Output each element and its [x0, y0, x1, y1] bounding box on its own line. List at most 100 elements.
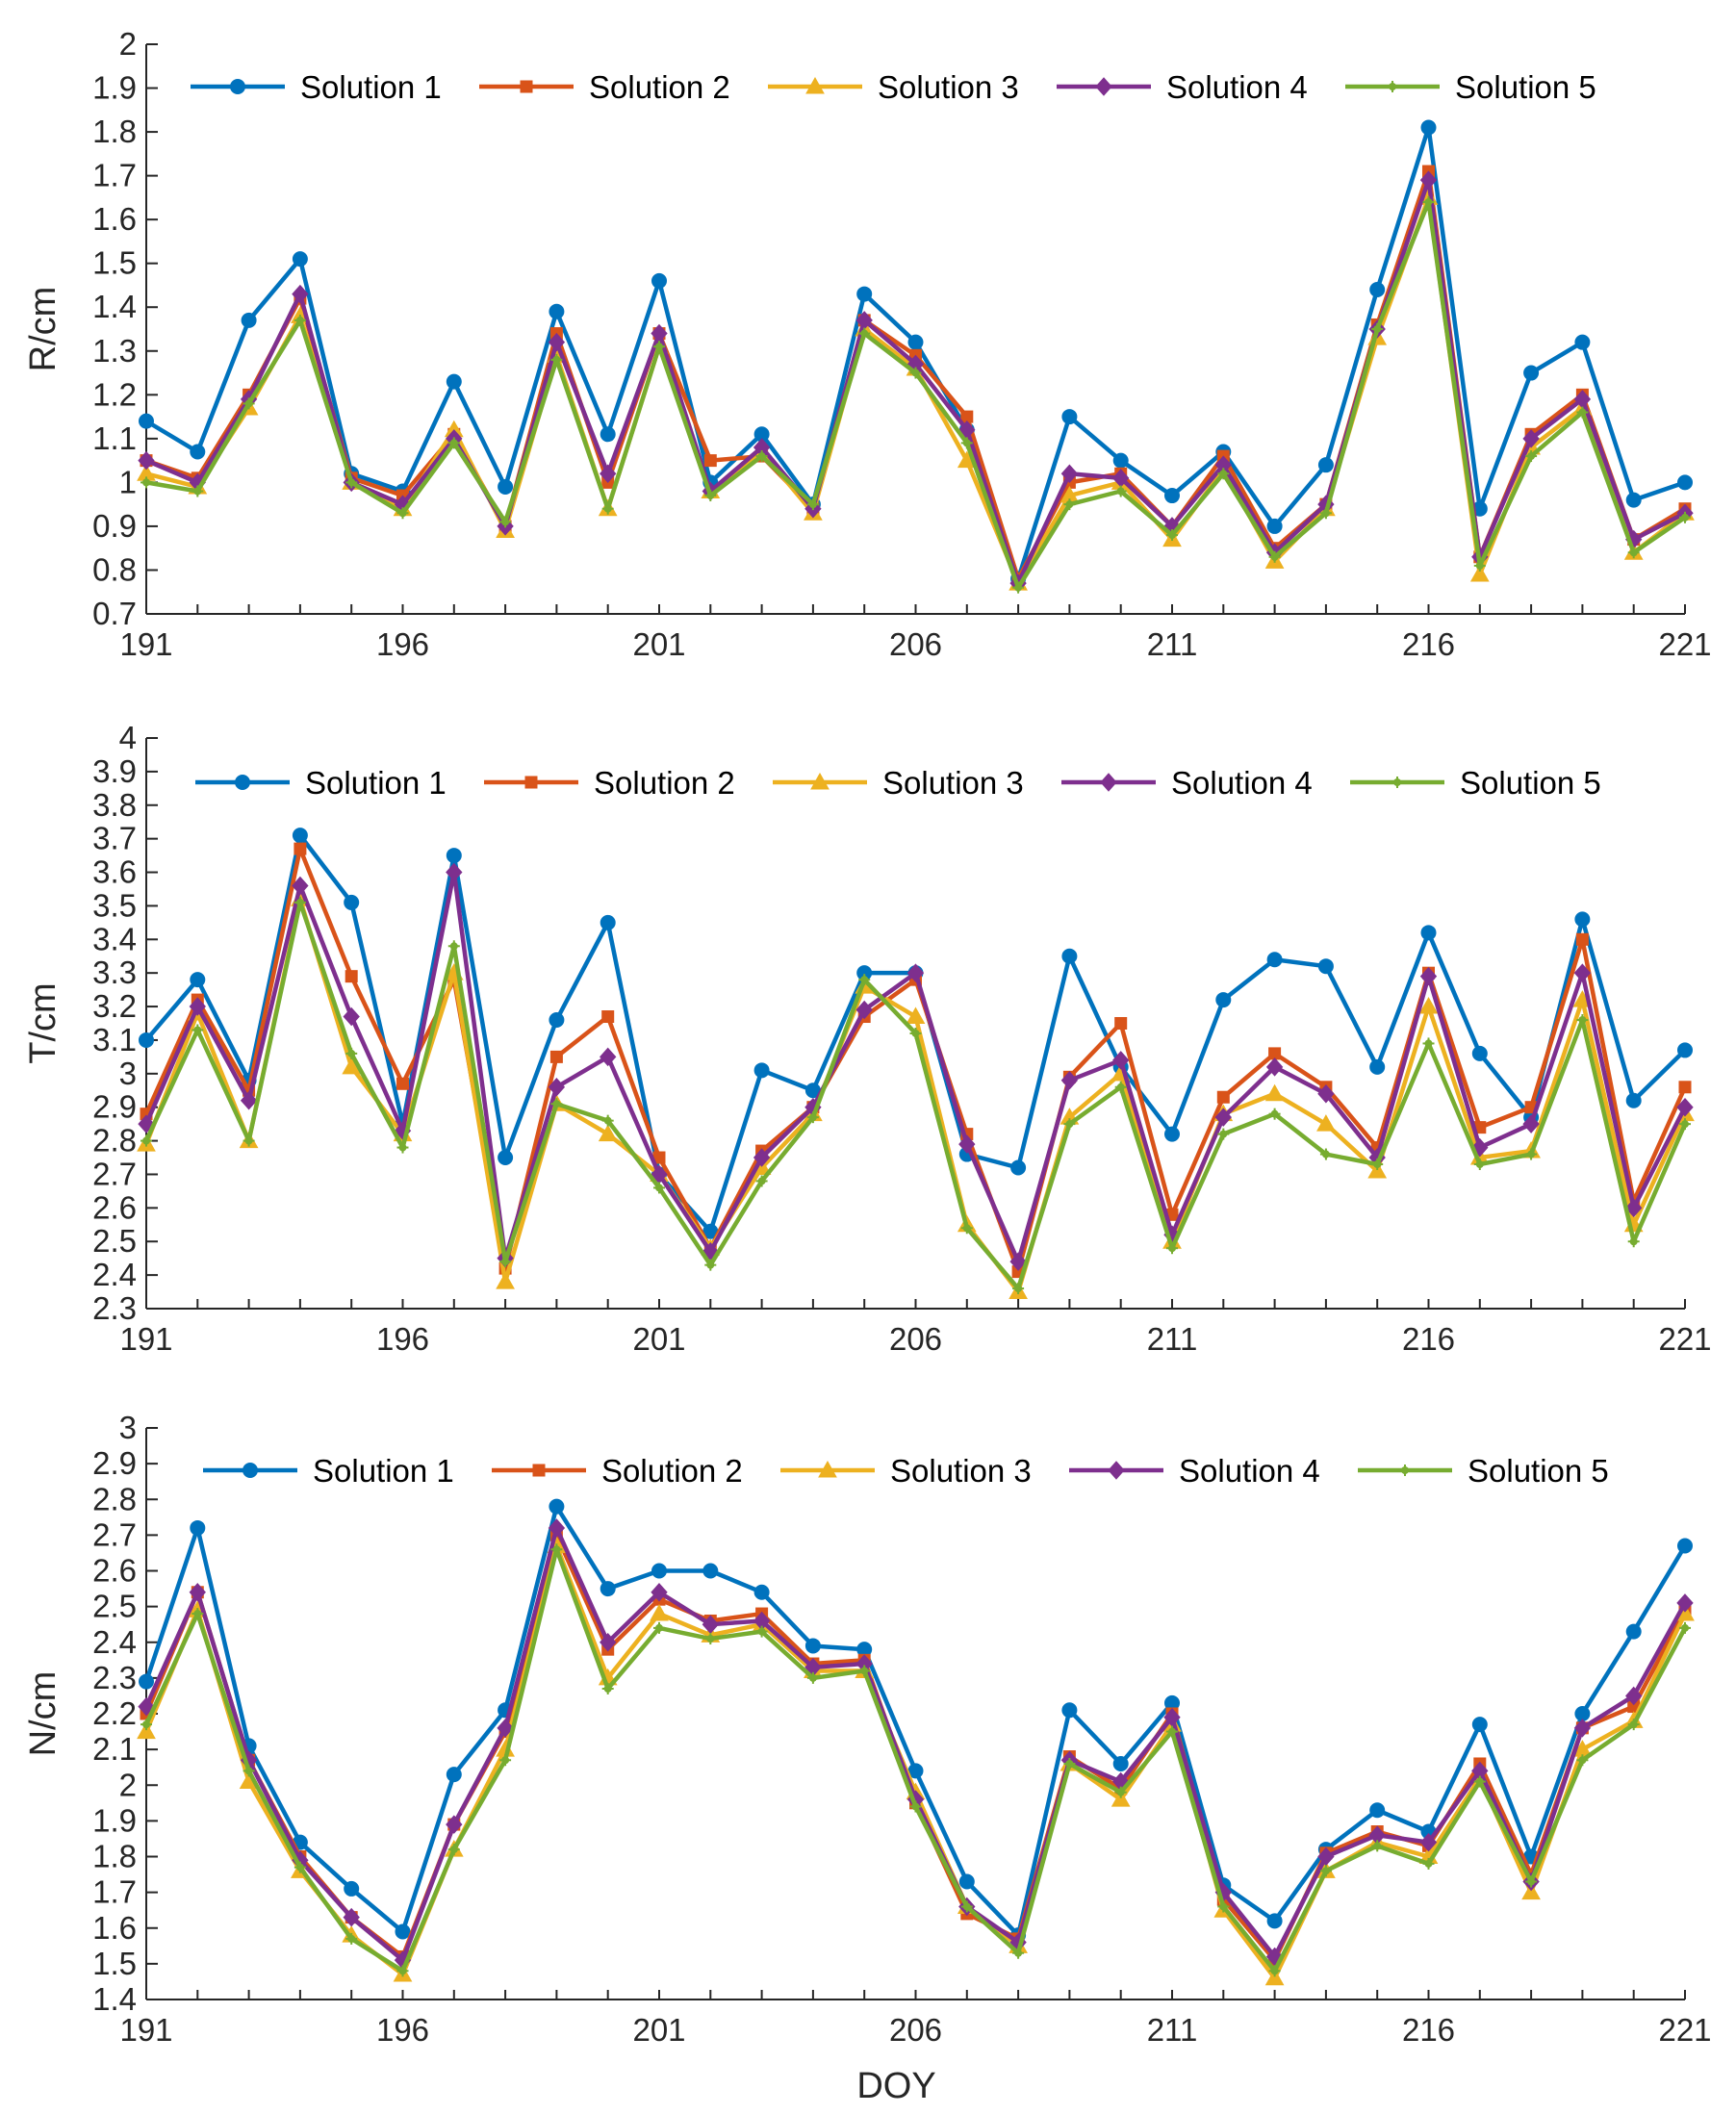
y-tick-label: 2.2	[92, 1695, 137, 1731]
data-point	[1678, 1081, 1692, 1094]
data-point	[241, 312, 257, 328]
data-point	[1523, 365, 1540, 381]
y-tick-label: 2.4	[92, 1624, 137, 1660]
data-point	[1625, 1623, 1642, 1640]
legend-marker	[230, 79, 245, 94]
y-tick-label: 1.4	[92, 1981, 137, 2017]
data-point	[1214, 1108, 1232, 1127]
data-point	[1574, 911, 1591, 928]
data-point	[858, 327, 871, 340]
legend-label: Solution 5	[1455, 69, 1596, 105]
series-line-solution-4	[143, 870, 1688, 1264]
data-point	[137, 1721, 156, 1740]
legend-marker	[1095, 77, 1112, 96]
data-point	[138, 1696, 155, 1717]
data-point	[1471, 1045, 1488, 1061]
data-point	[1525, 1148, 1538, 1160]
legend-label: Solution 1	[313, 1453, 454, 1489]
data-point	[1371, 1840, 1384, 1852]
data-point	[343, 1006, 360, 1027]
x-tick-label: 196	[376, 1321, 429, 1357]
data-point	[550, 1543, 563, 1556]
data-point	[1112, 1755, 1129, 1771]
data-point	[650, 1604, 669, 1621]
legend-marker	[1399, 1465, 1411, 1476]
legend-label: Solution 2	[589, 69, 730, 105]
data-point	[704, 1259, 717, 1271]
data-point	[1012, 581, 1025, 594]
y-tick-label: 1.8	[92, 1839, 137, 1874]
data-point	[548, 1078, 566, 1097]
legend-marker	[805, 76, 825, 94]
data-point	[447, 437, 460, 449]
y-tick-label: 0.7	[92, 596, 137, 631]
data-point	[1422, 1037, 1435, 1050]
y-tick-label: 3.7	[92, 821, 137, 856]
legend-label: Solution 4	[1166, 69, 1308, 105]
data-point	[550, 1098, 563, 1110]
data-point	[702, 1563, 719, 1579]
y-tick-label: 3.6	[92, 854, 137, 890]
legend-label: Solution 3	[878, 69, 1019, 105]
x-tick-label: 201	[632, 1321, 685, 1357]
data-point	[703, 454, 717, 468]
y-tick-label: 2	[119, 26, 137, 62]
x-tick-label: 211	[1147, 1321, 1198, 1357]
data-point	[909, 1027, 922, 1039]
x-tick-label: 191	[119, 2012, 172, 2048]
data-point	[344, 894, 360, 910]
y-tick-label: 2.6	[92, 1189, 137, 1225]
data-point	[1419, 1832, 1438, 1852]
data-point	[906, 1006, 926, 1025]
data-point	[1166, 1242, 1178, 1255]
legend-marker	[1100, 773, 1117, 792]
y-axis-label: R/cm	[23, 287, 64, 372]
data-point	[1061, 1702, 1078, 1719]
y-tick-label: 1.4	[92, 289, 137, 324]
y-tick-label: 1.7	[92, 158, 137, 193]
data-point	[396, 507, 409, 520]
y-tick-label: 2.9	[92, 1089, 137, 1125]
data-point	[1217, 468, 1230, 480]
data-point	[1216, 1090, 1230, 1104]
data-point	[1522, 429, 1540, 448]
data-point	[548, 332, 566, 352]
x-tick-label: 206	[889, 626, 942, 662]
data-point	[191, 1608, 204, 1620]
data-point	[960, 1900, 973, 1913]
data-point	[1317, 1084, 1335, 1104]
y-tick-label: 2.5	[92, 1589, 137, 1624]
data-point	[958, 1873, 975, 1890]
data-point	[1371, 323, 1384, 335]
legend-marker	[532, 1464, 546, 1477]
data-point	[140, 476, 152, 489]
data-point	[1422, 195, 1435, 208]
y-tick-label: 3.8	[92, 787, 137, 823]
data-point	[1369, 1058, 1386, 1075]
data-point	[960, 437, 973, 449]
y-tick-label: 2.7	[92, 1516, 137, 1552]
data-point	[1371, 1159, 1384, 1171]
data-point	[1215, 992, 1232, 1008]
legend-label: Solution 5	[1460, 765, 1601, 801]
x-tick-label: 201	[632, 626, 685, 662]
data-point	[600, 1581, 616, 1597]
data-point	[858, 1665, 871, 1677]
y-tick-label: 2.1	[92, 1731, 137, 1767]
data-point	[1625, 492, 1642, 508]
data-point	[447, 940, 460, 953]
series-line-solution-3	[143, 1543, 1688, 1980]
data-point	[1164, 488, 1180, 504]
data-point	[1268, 550, 1281, 563]
data-point	[446, 373, 462, 390]
data-point	[1522, 1114, 1540, 1133]
x-tick-label: 196	[376, 626, 429, 662]
data-point	[496, 1272, 515, 1289]
x-tick-label: 211	[1147, 2012, 1198, 2048]
x-tick-label: 201	[632, 2012, 685, 2048]
data-point	[1473, 1775, 1486, 1788]
data-point	[1265, 1057, 1284, 1077]
data-point	[600, 426, 616, 443]
data-point	[395, 1923, 411, 1940]
data-point	[1063, 498, 1076, 511]
